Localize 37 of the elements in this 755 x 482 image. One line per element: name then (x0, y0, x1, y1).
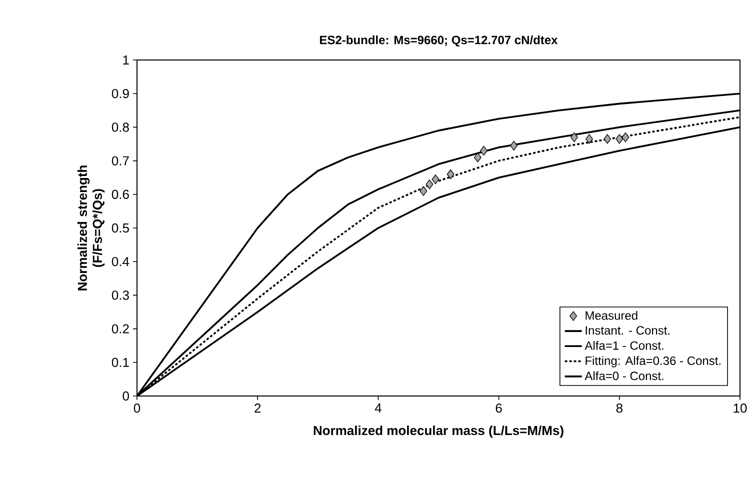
point (446, 169, 454, 180)
x-tick-label: 6 (496, 404, 502, 413)
y-axis-title: Normalized strength (F/Fs=Q*/Qs) (77, 166, 105, 290)
legend-label: Fitting: Alfa=0.36 - Const. (586, 356, 720, 368)
point (420, 186, 428, 196)
point (426, 179, 434, 190)
point (570, 132, 578, 142)
x-tick-label: 10 (734, 404, 747, 413)
x-tick-label: 4 (374, 404, 382, 412)
y-tick-label: 1 (123, 56, 129, 64)
legend-label: Alfa=0 - Const. (584, 371, 664, 380)
point (586, 134, 593, 144)
y-tick-label: 0.8 (112, 122, 129, 132)
legend-label: Instant. - Const. (586, 326, 670, 335)
point (432, 174, 440, 184)
x-axis-title: Normalized molecular mass (L/Ls=M/Ms) (314, 426, 564, 438)
point (604, 134, 612, 144)
y-tick-label: 0.5 (112, 223, 129, 233)
y-tick-label: 0.6 (112, 190, 129, 199)
x-tick-label: 8 (616, 404, 622, 413)
point (510, 140, 518, 151)
y-tick-label: 0 (122, 391, 129, 401)
point (474, 152, 482, 162)
chart-title: ES2-bundle: Ms=9660; Qs=12.707 cN/dtex (320, 35, 558, 46)
y-tick-label: 0.1 (112, 358, 129, 367)
x-tick-label: 0 (134, 404, 140, 413)
x-tick-label: 2 (254, 404, 261, 413)
point (622, 132, 630, 142)
y-tick-label: 0.7 (112, 156, 129, 166)
y-tick-label: 0.4 (112, 256, 130, 266)
legend-label: Alfa=1 - Const. (584, 340, 664, 350)
y-tick-label: 0.3 (112, 290, 129, 300)
point (480, 146, 488, 156)
y-tick-label: 0.9 (112, 88, 129, 98)
point (616, 134, 624, 144)
legend-label: Measured (586, 310, 638, 320)
y-tick-label: 0.2 (112, 324, 129, 334)
